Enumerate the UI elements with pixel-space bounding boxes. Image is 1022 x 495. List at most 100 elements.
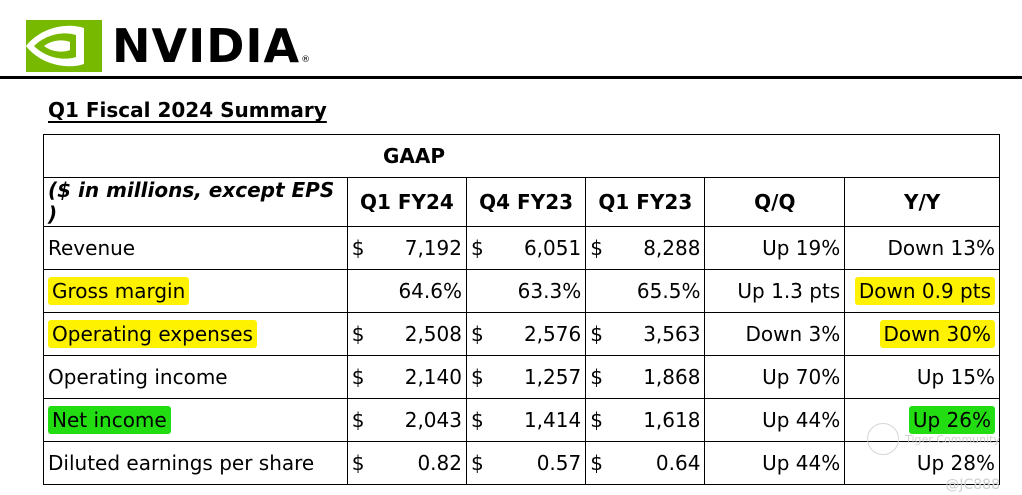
cell-q4fy23: 63.3%	[465, 269, 587, 313]
cell-q1fy23: 65.5%	[585, 269, 706, 313]
cell-q1fy23: $1,618	[585, 398, 706, 442]
row-label-text: Operating expenses	[48, 320, 257, 348]
cell-yy: Down 30%	[844, 312, 1000, 356]
value: 1,414	[523, 408, 582, 432]
cell-q4fy23: $1,257	[465, 355, 587, 399]
currency-symbol: $	[590, 451, 603, 475]
cell-q1fy23: $1,868	[585, 355, 706, 399]
value: 63.3%	[517, 279, 582, 303]
row-label-text: Revenue	[48, 236, 136, 260]
nvidia-logo: NVIDIA ®	[26, 19, 310, 73]
watermark-text: Tiger Community	[905, 432, 1000, 446]
table-header-row: ($ in millions, except EPS ) Q1 FY24 Q4 …	[43, 177, 1000, 227]
row-label: Gross margin	[43, 269, 348, 313]
currency-symbol: $	[351, 451, 365, 475]
value: 0.82	[417, 451, 462, 475]
header-q1fy24: Q1 FY24	[346, 177, 467, 227]
value: 8,288	[643, 236, 701, 260]
value: 2,576	[523, 322, 582, 346]
cell-q1fy23: $3,563	[585, 312, 706, 356]
currency-symbol: $	[590, 408, 603, 432]
value: 64.6%	[398, 279, 462, 303]
currency-symbol: $	[351, 408, 365, 432]
currency-symbol: $	[470, 236, 484, 260]
header-units: ($ in millions, except EPS )	[43, 177, 348, 227]
currency-symbol: $	[590, 236, 603, 260]
table-group-header-row: GAAP	[43, 134, 1000, 178]
cell-q4fy23: $0.57	[465, 441, 587, 485]
cell-yy: Down 13%	[844, 226, 1000, 270]
value: 2,043	[404, 408, 462, 432]
value: 1,257	[523, 365, 582, 389]
header-q1fy23: Q1 FY23	[585, 177, 706, 227]
value: 6,051	[523, 236, 582, 260]
cell-yy: Down 0.9 pts	[844, 269, 1000, 313]
value: 0.64	[655, 451, 701, 475]
value: 65.5%	[636, 279, 701, 303]
cell-q1fy23: $0.64	[585, 441, 706, 485]
header-yy: Y/Y	[844, 177, 1000, 227]
cell-q4fy23: $6,051	[465, 226, 587, 270]
watermark-id: @JC888	[945, 477, 1000, 493]
cell-qq: Down 3%	[704, 312, 846, 356]
value: 1,868	[643, 365, 701, 389]
currency-symbol: $	[351, 236, 365, 260]
value: 0.57	[536, 451, 582, 475]
brand-name: NVIDIA	[112, 19, 301, 73]
header-rule	[0, 76, 1022, 79]
cell-qq: Up 44%	[704, 398, 846, 442]
cell-qq: Up 44%	[704, 441, 846, 485]
cell-qq: Up 19%	[704, 226, 846, 270]
currency-symbol: $	[590, 365, 603, 389]
yy-highlight: Down 30%	[879, 320, 995, 348]
yy-highlight: Up 26%	[908, 406, 995, 434]
row-label: Operating income	[43, 355, 348, 399]
cell-q1fy24: 64.6%	[346, 269, 467, 313]
cell-qq: Up 70%	[704, 355, 846, 399]
currency-symbol: $	[470, 365, 484, 389]
registered-mark: ®	[301, 55, 311, 65]
cell-q1fy24: $7,192	[346, 226, 467, 270]
row-label: Diluted earnings per share	[43, 441, 348, 485]
table-row: Revenue $7,192 $6,051 $8,288 Up 19% Down…	[43, 226, 1000, 270]
value: 7,192	[404, 236, 462, 260]
row-label: Operating expenses	[43, 312, 348, 356]
row-label: Revenue	[43, 226, 348, 270]
row-label: Net income	[43, 398, 348, 442]
cell-q1fy23: $8,288	[585, 226, 706, 270]
row-label-text: Diluted earnings per share	[48, 451, 315, 475]
watermark-logo-icon	[867, 423, 900, 455]
cell-q1fy24: $2,140	[346, 355, 467, 399]
nvidia-eye-icon	[26, 20, 102, 72]
cell-q1fy24: $2,043	[346, 398, 467, 442]
value: 2,140	[404, 365, 462, 389]
cell-q4fy23: $2,576	[465, 312, 587, 356]
currency-symbol: $	[470, 408, 484, 432]
header-qq: Q/Q	[704, 177, 846, 227]
value: 2,508	[404, 322, 462, 346]
table-row: Diluted earnings per share $0.82 $0.57 $…	[43, 441, 1000, 485]
cell-q1fy24: $0.82	[346, 441, 467, 485]
cell-q1fy24: $2,508	[346, 312, 467, 356]
currency-symbol: $	[351, 365, 365, 389]
currency-symbol: $	[590, 322, 603, 346]
row-label-text: Gross margin	[48, 277, 190, 305]
cell-q4fy23: $1,414	[465, 398, 587, 442]
table-row: Operating expenses $2,508 $2,576 $3,563 …	[43, 312, 1000, 356]
yy-highlight: Down 0.9 pts	[854, 277, 995, 305]
value: 1,618	[643, 408, 701, 432]
currency-symbol: $	[351, 322, 365, 346]
value: 3,563	[643, 322, 701, 346]
row-label-text: Operating income	[48, 365, 228, 389]
cell-yy: Up 15%	[844, 355, 1000, 399]
watermark: Tiger Community	[867, 423, 1000, 455]
currency-symbol: $	[470, 451, 484, 475]
currency-symbol: $	[470, 322, 484, 346]
cell-qq: Up 1.3 pts	[704, 269, 846, 313]
row-label-text: Net income	[48, 406, 171, 434]
table-row: Net income $2,043 $1,414 $1,618 Up 44% U…	[43, 398, 1000, 442]
financial-summary-table: GAAP ($ in millions, except EPS ) Q1 FY2…	[43, 134, 1000, 485]
table-row: Gross margin 64.6% 63.3% 65.5% Up 1.3 pt…	[43, 269, 1000, 313]
page-title: Q1 Fiscal 2024 Summary	[48, 98, 327, 122]
table-row: Operating income $2,140 $1,257 $1,868 Up…	[43, 355, 1000, 399]
